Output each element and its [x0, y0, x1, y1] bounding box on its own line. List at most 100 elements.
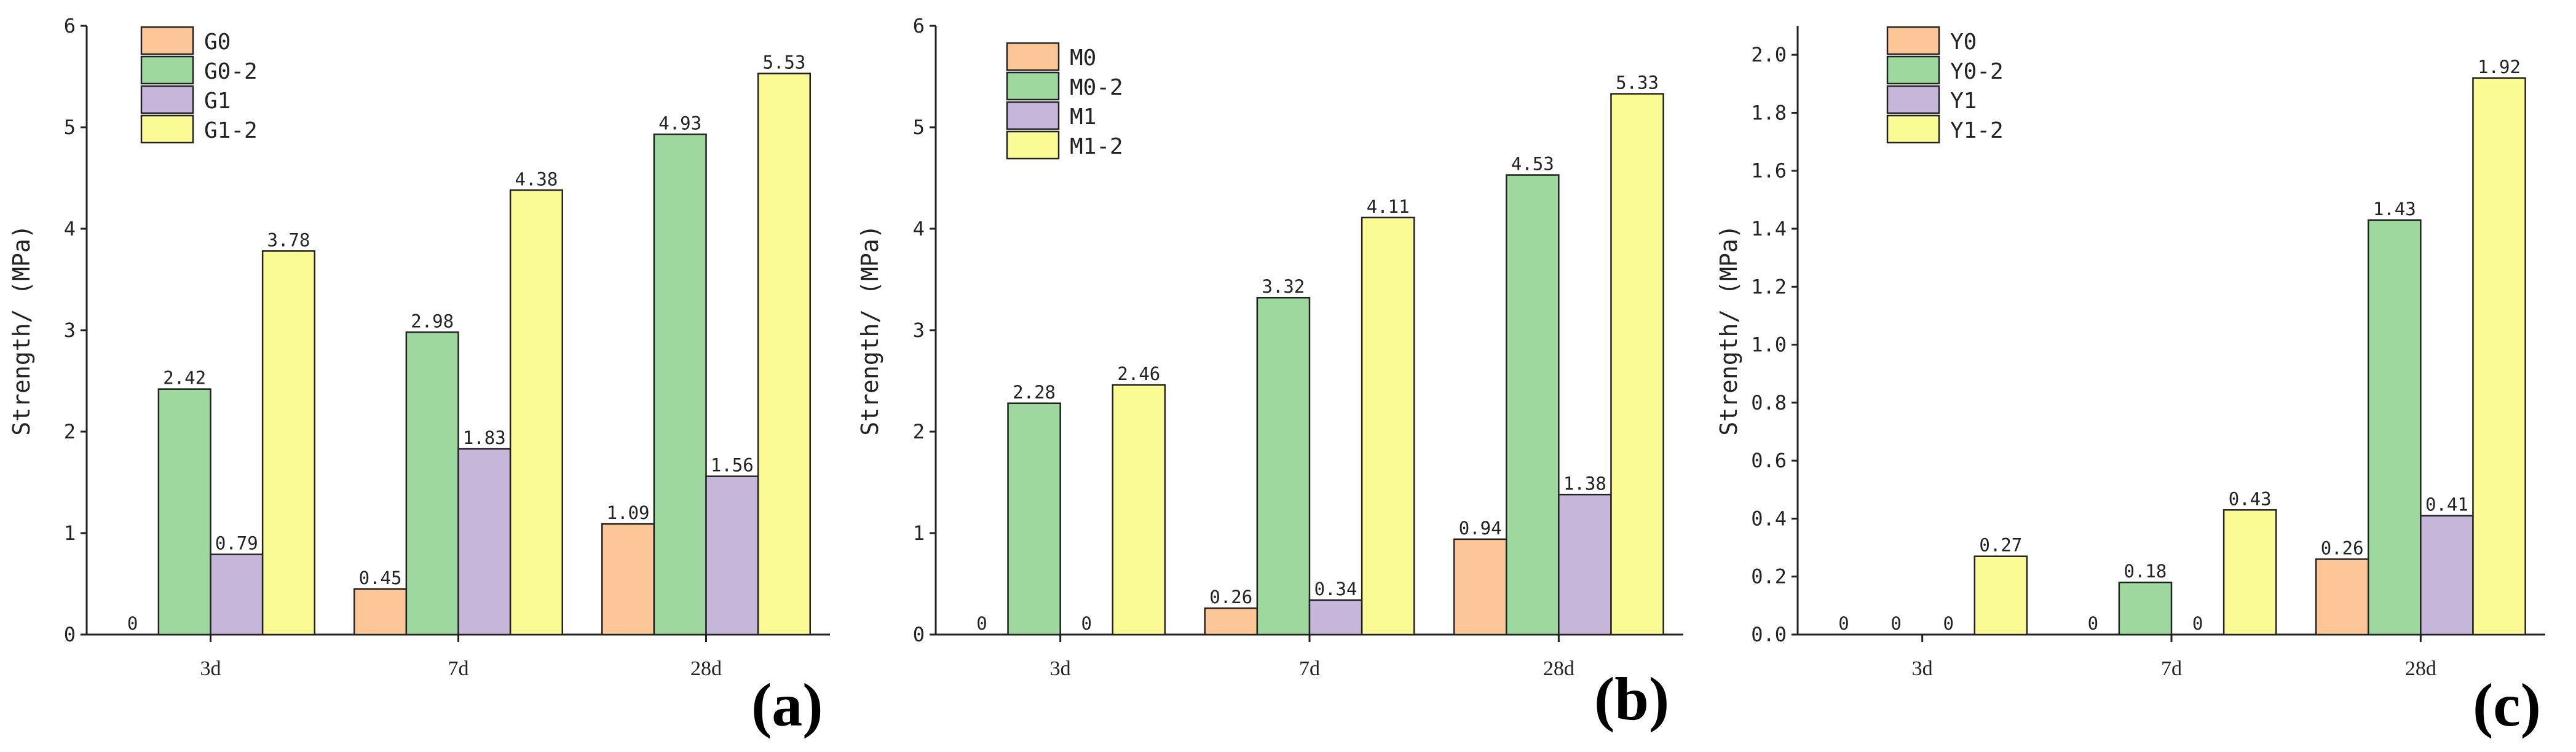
- legend-entry: Y0-2: [1950, 59, 2004, 84]
- y-tick-label: 0: [64, 623, 76, 646]
- bar-g0-2: [157, 388, 211, 636]
- bar-m0-2: [1505, 174, 1560, 636]
- y-tick-label: 1: [913, 521, 925, 545]
- panel-label: (a): [751, 671, 823, 739]
- y-tick-label: 1.6: [1751, 159, 1787, 183]
- bar-y1-2: [2222, 509, 2277, 636]
- panel-label: (c): [2473, 671, 2541, 739]
- y-tick-label: 1.4: [1751, 217, 1787, 240]
- y-tick-label: 1.2: [1751, 275, 1787, 298]
- legend-entry: G0-2: [204, 59, 258, 84]
- legend-swatch: [1886, 55, 1940, 85]
- bar-y0-2: [2118, 581, 2173, 636]
- legend-swatch: [1006, 130, 1060, 160]
- data-label: 0: [1943, 613, 1953, 634]
- data-label: 2.42: [163, 368, 206, 389]
- bar-m1-2: [1610, 93, 1664, 636]
- y-tick-label: 1.0: [1751, 333, 1787, 357]
- legend-entry: M1: [1070, 105, 1096, 130]
- data-label: 5.53: [763, 52, 806, 73]
- x-tick-label: 3d: [200, 657, 221, 680]
- x-tick-label: 7d: [448, 657, 469, 680]
- legend-swatch: [140, 55, 194, 85]
- bar-g0: [353, 588, 408, 636]
- data-label: 0.34: [1314, 579, 1357, 600]
- x-tick-label: 3d: [1912, 657, 1933, 680]
- data-label: 0: [2088, 613, 2098, 634]
- y-tick-label: 2: [913, 420, 925, 443]
- y-tick-label: 6: [913, 14, 925, 38]
- legend-swatch: [1886, 85, 1940, 114]
- y-tick-label: 4: [64, 217, 76, 240]
- x-tick-label: 3d: [1050, 657, 1071, 680]
- data-label: 1.92: [2478, 57, 2521, 77]
- data-label: 0.27: [1979, 535, 2022, 556]
- legend-entry: Y1-2: [1950, 118, 2004, 143]
- y-tick-label: 4: [913, 217, 925, 240]
- bar-y0-2: [2367, 219, 2422, 636]
- bar-m0: [1453, 538, 1507, 636]
- data-label: 0: [1838, 613, 1849, 634]
- legend-entry: G1: [204, 89, 231, 114]
- bar-m0-2: [1256, 296, 1311, 636]
- y-tick-label: 5: [64, 116, 76, 139]
- y-axis-label: Strength/ (MPa): [1715, 224, 1742, 435]
- data-label: 1.09: [607, 502, 650, 523]
- legend-swatch: [1006, 101, 1060, 130]
- data-label: 0: [2192, 613, 2203, 634]
- data-label: 5.33: [1616, 73, 1659, 93]
- legend-swatch: [1006, 71, 1060, 101]
- bar-g0: [601, 523, 655, 636]
- bar-g1-2: [261, 250, 316, 636]
- y-tick-label: 0: [913, 623, 925, 646]
- bar-g1-2: [509, 189, 564, 636]
- data-label: 1.43: [2373, 199, 2416, 220]
- data-label: 0: [127, 613, 138, 634]
- legend-swatch: [1886, 114, 1940, 144]
- legend-entry: Y1: [1950, 89, 1977, 114]
- y-tick-label: 1: [64, 521, 76, 545]
- bar-y1: [2420, 515, 2474, 636]
- y-tick-label: 0.4: [1751, 507, 1787, 530]
- data-label: 0: [976, 613, 987, 634]
- bar-g0-2: [405, 331, 459, 636]
- data-label: 4.38: [515, 168, 558, 189]
- data-label: 2.28: [1013, 382, 1056, 403]
- legend-entry: M1-2: [1070, 134, 1123, 159]
- y-tick-label: 0.8: [1751, 391, 1787, 414]
- bar-y0: [2315, 558, 2369, 636]
- data-label: 2.98: [411, 311, 454, 331]
- y-tick-label: 0.2: [1751, 565, 1787, 588]
- bar-g0-2: [653, 133, 707, 636]
- legend-entry: G1-2: [204, 118, 258, 143]
- data-label: 0.79: [215, 533, 258, 554]
- legend-entry: G0: [204, 30, 231, 55]
- data-label: 0: [1891, 613, 1901, 634]
- bar-y1-2: [1973, 555, 2028, 636]
- bar-g1: [210, 553, 264, 636]
- data-label: 0: [1081, 613, 1091, 634]
- data-label: 4.93: [658, 113, 701, 134]
- y-tick-label: 1.8: [1751, 101, 1787, 124]
- bar-g1: [457, 448, 512, 636]
- bar-m1: [1308, 599, 1363, 636]
- x-tick-label: 28d: [1543, 657, 1574, 680]
- legend-swatch: [1886, 26, 1940, 55]
- y-axis-label: Strength/ (MPa): [8, 224, 35, 435]
- legend-swatch: [140, 85, 194, 114]
- y-tick-label: 6: [64, 14, 76, 38]
- y-tick-label: 0.6: [1751, 449, 1787, 472]
- x-tick-label: 7d: [2161, 657, 2182, 680]
- x-tick-label: 28d: [690, 657, 722, 680]
- bar-m1: [1558, 494, 1612, 636]
- y-tick-label: 5: [913, 116, 925, 139]
- y-tick-label: 2.0: [1751, 43, 1787, 66]
- data-label: 1.83: [463, 427, 506, 448]
- data-label: 0.45: [359, 568, 402, 588]
- bar-m1-2: [1361, 216, 1415, 636]
- x-tick-label: 28d: [2405, 657, 2436, 680]
- panel-label: (b): [1594, 665, 1669, 733]
- bar-m1-2: [1112, 384, 1166, 636]
